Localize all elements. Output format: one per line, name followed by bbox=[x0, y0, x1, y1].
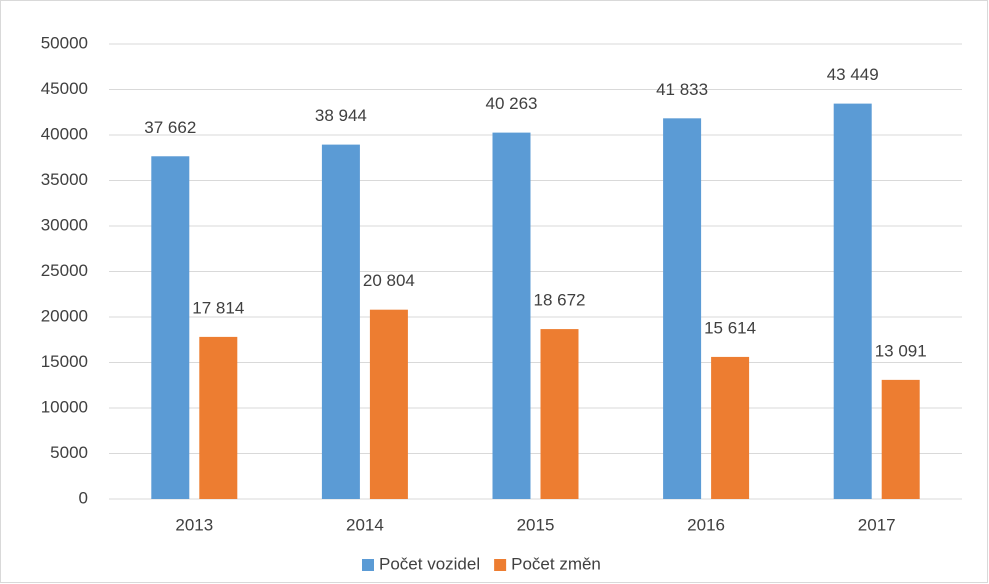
y-tick-label: 15000 bbox=[41, 352, 88, 371]
y-tick-label: 25000 bbox=[41, 261, 88, 280]
legend-swatch bbox=[362, 559, 374, 571]
value-label: 40 263 bbox=[486, 94, 538, 113]
value-label: 18 672 bbox=[534, 291, 586, 310]
x-tick-label: 2015 bbox=[517, 515, 555, 534]
y-tick-label: 5000 bbox=[50, 443, 88, 462]
value-label: 20 804 bbox=[363, 271, 415, 290]
value-label: 17 814 bbox=[192, 298, 244, 317]
x-tick-label: 2017 bbox=[858, 515, 896, 534]
legend-label: Počet vozidel bbox=[379, 554, 480, 573]
value-label: 37 662 bbox=[144, 118, 196, 137]
legend-swatch bbox=[494, 559, 507, 571]
bar bbox=[833, 103, 872, 499]
bar bbox=[492, 132, 531, 500]
bar bbox=[881, 379, 920, 499]
y-tick-label: 50000 bbox=[41, 33, 88, 52]
bar bbox=[711, 356, 750, 499]
value-label: 43 449 bbox=[827, 65, 879, 84]
value-label: 38 944 bbox=[315, 106, 367, 125]
bar bbox=[540, 329, 579, 499]
y-tick-label: 35000 bbox=[41, 170, 88, 189]
y-tick-label: 40000 bbox=[41, 124, 88, 143]
bar bbox=[369, 309, 408, 499]
value-label: 41 833 bbox=[656, 80, 708, 99]
y-tick-label: 45000 bbox=[41, 79, 88, 98]
x-tick-label: 2013 bbox=[175, 515, 213, 534]
bar bbox=[199, 336, 238, 499]
value-label: 13 091 bbox=[875, 341, 927, 360]
y-tick-label: 20000 bbox=[41, 306, 88, 325]
value-label: 15 614 bbox=[704, 318, 756, 337]
bar bbox=[151, 156, 190, 499]
legend-label: Počet změn bbox=[511, 554, 601, 573]
y-tick-label: 30000 bbox=[41, 215, 88, 234]
x-tick-label: 2016 bbox=[687, 515, 725, 534]
bar bbox=[321, 144, 360, 499]
y-tick-label: 0 bbox=[79, 488, 88, 507]
y-tick-label: 10000 bbox=[41, 397, 88, 416]
bar bbox=[663, 118, 702, 499]
x-tick-label: 2014 bbox=[346, 515, 384, 534]
